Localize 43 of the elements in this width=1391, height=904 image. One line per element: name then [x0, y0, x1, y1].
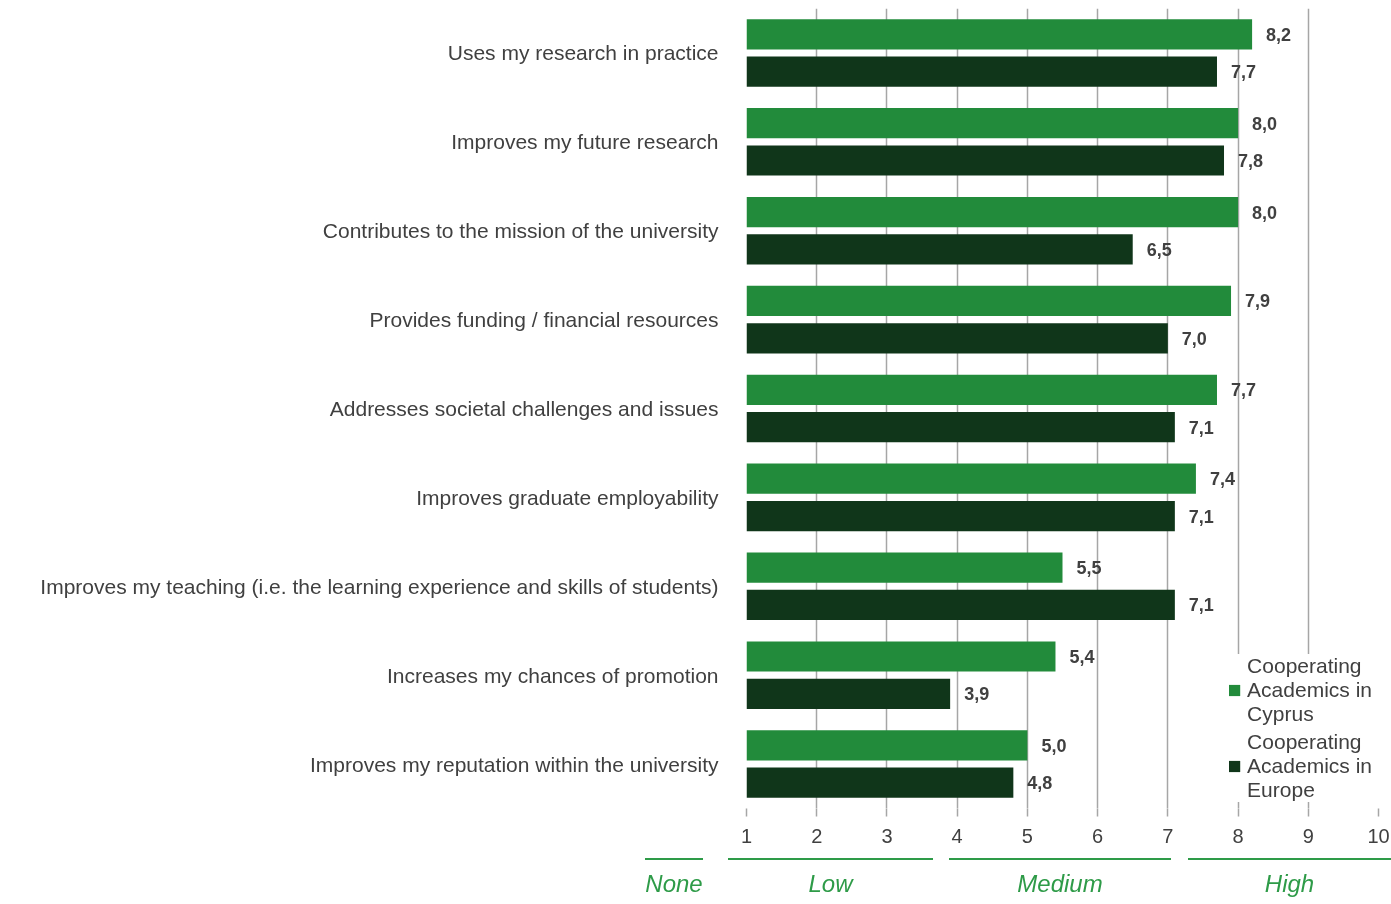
x-tick-label: 4	[951, 824, 963, 847]
text: Medium	[949, 858, 1171, 898]
x-tick-label: 7	[1162, 824, 1174, 847]
data-label: 7,8	[1238, 151, 1264, 171]
x-tick-label: 6	[1092, 824, 1104, 847]
legend-label: Cooperating Academics in Europe	[1247, 730, 1372, 802]
y-tick-label: Increases my chances of promotion	[387, 663, 719, 687]
data-label: 7,0	[1181, 328, 1207, 349]
x-tick-label: 3	[881, 824, 893, 847]
data-label: 7,7	[1230, 62, 1257, 83]
y-tick-label: Improves my future research	[451, 130, 719, 154]
data-label: 7,7	[1230, 380, 1257, 401]
x-tick-label: 9	[1302, 824, 1314, 847]
legend-label: Cooperating Academics in Cyprus	[1247, 654, 1372, 726]
y-tick-label: Contributes to the mission of the university	[322, 219, 719, 243]
y-tick-label: Improves my teaching (i.e. the learning experience and skills of students)	[40, 574, 719, 598]
text: High	[1188, 858, 1391, 898]
data-label: 5,5	[1076, 558, 1102, 579]
y-tick-label: Improves my reputation within the university	[309, 752, 719, 776]
data-label: 7,9	[1245, 291, 1271, 312]
x-tick-label: 10	[1367, 824, 1390, 847]
data-label: 7,4	[1209, 469, 1235, 490]
data-label: 8,0	[1252, 202, 1278, 223]
x-tick-label: 2	[811, 824, 823, 847]
y-tick-label: Uses my research in practice	[447, 41, 719, 65]
data-label: 7,1	[1188, 506, 1214, 527]
x-tick-label: 1	[740, 824, 753, 847]
data-label: 8,2	[1266, 24, 1292, 45]
text: None	[645, 858, 703, 898]
data-label: 8,0	[1252, 113, 1278, 134]
y-tick-label: Addresses societal challenges and issues	[329, 397, 719, 420]
data-label: 7,1	[1188, 417, 1214, 438]
data-label: 7,1	[1188, 595, 1214, 616]
y-tick-label: Improves graduate employability	[416, 485, 719, 509]
data-label: 5,0	[1041, 735, 1067, 756]
data-label: 6,5	[1146, 239, 1172, 260]
data-label: 4,8	[1027, 773, 1053, 794]
x-tick-label: 8	[1232, 824, 1244, 847]
text: Low	[728, 858, 933, 898]
x-tick-label: 5	[1021, 824, 1033, 847]
data-label: 3,9	[964, 684, 990, 705]
data-label: 5,4	[1069, 647, 1095, 667]
y-tick-label: Provides funding / financial resources	[369, 308, 719, 332]
